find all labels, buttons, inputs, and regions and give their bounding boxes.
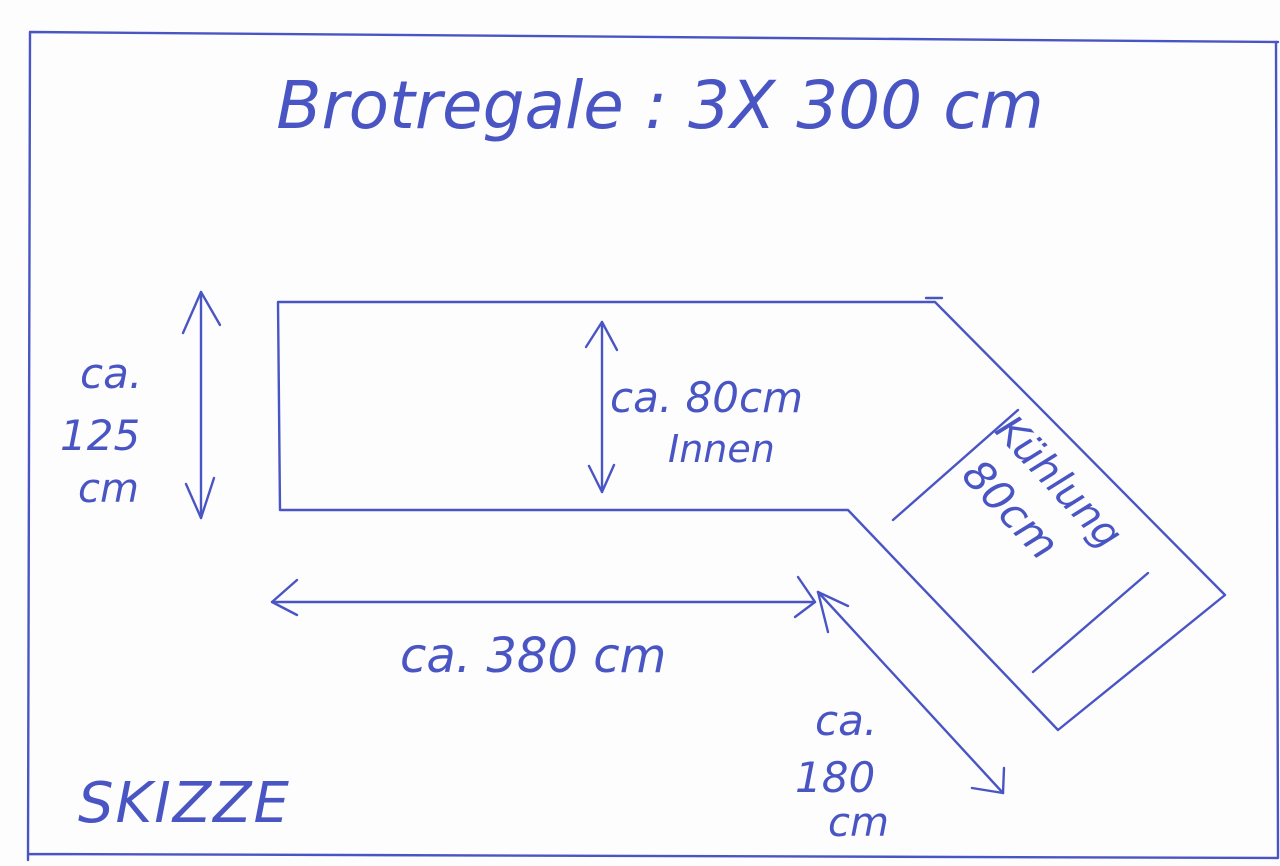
length-arrow — [270, 575, 817, 619]
cooling-divider-right — [1031, 571, 1150, 674]
angled-length-label-ca: ca. — [815, 696, 877, 745]
inner-depth-label-note: Innen — [668, 427, 775, 471]
cooling-divider-left — [891, 408, 1020, 522]
angled-length-label-unit: cm — [828, 800, 889, 846]
inner-depth-arrow — [584, 320, 619, 494]
inner-depth-label: ca. 80cm Innen — [610, 373, 803, 471]
height-label: ca. 125 cm — [60, 349, 142, 512]
angled-length-label: ca. 180 cm — [795, 696, 889, 846]
inner-depth-label-value: ca. 80cm — [610, 373, 803, 422]
counter-outline — [276, 300, 1227, 732]
angled-length-arrow — [816, 590, 1006, 795]
angled-length-label-value: 180 — [795, 753, 875, 802]
height-label-value: 125 — [60, 411, 140, 460]
cooling-label: Kühlung 80cm — [953, 407, 1131, 569]
page-border — [26, 30, 1280, 862]
height-label-ca: ca. — [80, 349, 142, 398]
length-label: ca. 380 cm — [400, 628, 666, 684]
title: Brotregale : 3X 300 cm — [276, 67, 1044, 144]
height-label-unit: cm — [78, 466, 139, 512]
height-arrow — [181, 290, 222, 520]
sketch-stamp: SKIZZE — [78, 771, 291, 836]
